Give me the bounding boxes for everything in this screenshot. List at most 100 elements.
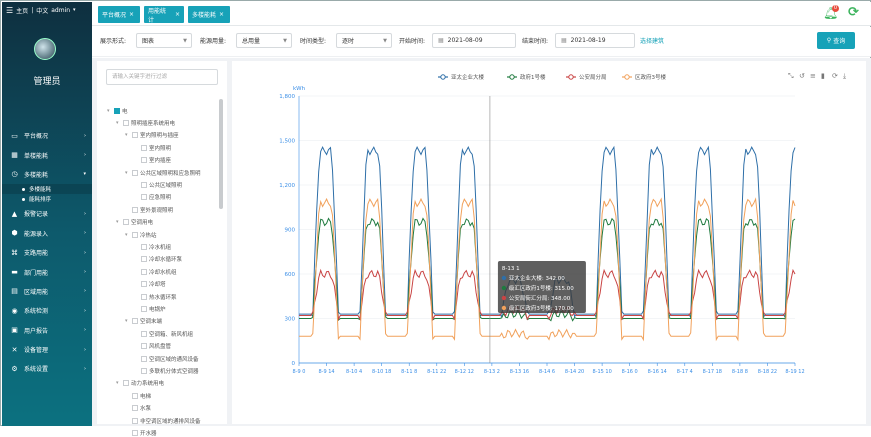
tree-node[interactable]: 电梯 — [125, 391, 151, 400]
checkbox[interactable] — [141, 343, 147, 350]
checkbox[interactable] — [132, 405, 138, 412]
legend-label[interactable]: 公安局分局 — [579, 73, 607, 81]
checkbox[interactable] — [141, 330, 147, 337]
close-icon[interactable]: × — [174, 11, 180, 18]
end-date-input[interactable]: ▦ 2021-08-19 — [555, 33, 635, 48]
display-mode-select[interactable]: 图表 ▼ — [136, 33, 192, 48]
caret-down-icon[interactable]: ▾ — [116, 119, 119, 126]
tree-node[interactable]: ▾ 冷热站 — [125, 231, 157, 239]
legend-label[interactable]: 区政府3号楼 — [635, 73, 666, 81]
checkbox[interactable] — [141, 181, 147, 188]
language-link[interactable]: 中文 — [36, 7, 49, 15]
checkbox[interactable] — [123, 380, 129, 387]
legend-label[interactable]: 亚太企业大楼 — [451, 73, 485, 81]
checkbox[interactable] — [141, 194, 147, 201]
zoom-icon[interactable]: ⤡ — [788, 72, 794, 80]
sidebar-item[interactable]: ▬ 部门用能 › — [11, 268, 86, 277]
checkbox[interactable] — [132, 169, 138, 176]
checkbox[interactable] — [114, 107, 120, 114]
sidebar-subitem[interactable]: 多楼能耗 — [2, 184, 92, 195]
query-button[interactable]: ⚲ 查询 — [817, 32, 855, 49]
tree-node[interactable]: 风机盘管 — [134, 342, 171, 351]
select-buildings-link[interactable]: 选择建筑 — [640, 38, 665, 45]
line-type-icon[interactable]: ≡ — [810, 72, 816, 80]
tree-node[interactable]: ▾ 空调末端 — [125, 318, 163, 326]
checkbox[interactable] — [141, 355, 147, 362]
refresh-icon[interactable]: ⟳ — [848, 5, 859, 20]
caret-down-icon[interactable]: ▾ — [107, 107, 110, 114]
checkbox[interactable] — [132, 231, 138, 238]
sidebar-subitem[interactable]: 能耗排序 — [2, 194, 92, 204]
checkbox[interactable] — [132, 206, 138, 213]
sidebar-item[interactable]: ▦ 单楼能耗 › — [11, 151, 86, 160]
checkbox[interactable] — [141, 293, 147, 300]
avatar[interactable] — [34, 38, 56, 60]
sidebar-item[interactable]: ◷ 多楼能耗 ▾ — [11, 170, 86, 179]
tree-node[interactable]: ▾ 电 — [107, 107, 128, 115]
sidebar-item[interactable]: ⚙ 系统设置 › — [11, 364, 86, 374]
restore-icon[interactable]: ⟳ — [832, 72, 838, 80]
caret-down-icon[interactable]: ▾ — [125, 318, 128, 325]
tree-node[interactable]: 冷却水机组 — [134, 267, 177, 276]
tree-node[interactable]: 冷却塔 — [134, 280, 166, 289]
caret-down-icon[interactable]: ▾ — [116, 219, 119, 226]
time-type-select[interactable]: 逐时 ▼ — [336, 33, 392, 48]
checkbox[interactable] — [132, 417, 138, 424]
checkbox[interactable] — [132, 132, 138, 139]
tree-node[interactable]: 热水循环泵 — [134, 292, 177, 301]
energy-usage-select[interactable]: 总用量 ▼ — [236, 33, 292, 48]
legend-label[interactable]: 政府1号楼 — [520, 73, 546, 81]
tree-node[interactable]: 空调箱、新风机组 — [134, 329, 193, 338]
start-date-input[interactable]: ▦ 2021-08-09 — [432, 33, 516, 48]
checkbox[interactable] — [141, 305, 147, 312]
checkbox[interactable] — [132, 392, 138, 399]
sidebar-item[interactable]: ⌘ 支路用能 › — [11, 248, 86, 258]
tree-node[interactable]: 室外景观照明 — [125, 205, 173, 214]
tab-energy-stats[interactable]: 用能统计 × — [144, 6, 184, 24]
tree-node[interactable]: ▾ 动力系统用电 — [116, 380, 165, 388]
tree-node[interactable]: 电锅炉 — [134, 304, 166, 313]
checkbox[interactable] — [141, 256, 147, 263]
tree-node[interactable]: 室内照明 — [134, 143, 171, 152]
tree-scrollbar[interactable] — [219, 99, 223, 209]
sidebar-item[interactable]: ▲ 报警记录 › — [11, 209, 86, 219]
bar-type-icon[interactable]: ▮ — [821, 72, 825, 80]
zoom-reset-icon[interactable]: ↺ — [799, 72, 805, 80]
download-icon[interactable]: ⤓ — [843, 72, 846, 80]
caret-down-icon[interactable]: ▾ — [125, 169, 128, 176]
close-icon[interactable]: × — [219, 11, 225, 18]
tree-node[interactable]: 应急照明 — [134, 193, 171, 202]
tree-node[interactable]: 冷水机组 — [134, 242, 171, 251]
tree-node[interactable]: ▾ 空调用电 — [116, 219, 154, 227]
sidebar-item[interactable]: ⬢ 能源录入 › — [11, 229, 86, 238]
tree-node[interactable]: 公共区域照明 — [134, 180, 182, 189]
checkbox[interactable] — [123, 119, 129, 126]
checkbox[interactable] — [141, 144, 147, 151]
sidebar-item[interactable]: ▭ 平台概况 › — [11, 131, 86, 141]
tree-node[interactable]: 非空调区域的通排风设备 — [125, 416, 201, 425]
tree-node[interactable]: 水泵 — [125, 404, 151, 413]
caret-down-icon[interactable]: ▾ — [125, 132, 128, 139]
checkbox[interactable] — [141, 157, 147, 164]
sidebar-item[interactable]: ▤ 区域用能 › — [11, 287, 86, 296]
caret-down-icon[interactable]: ▾ — [125, 231, 128, 238]
sidebar-item[interactable]: ◉ 系统检测 › — [11, 306, 86, 316]
checkbox[interactable] — [123, 219, 129, 226]
tree-node[interactable]: 冷却水循环泵 — [134, 255, 182, 264]
checkbox[interactable] — [141, 243, 147, 250]
checkbox[interactable] — [141, 281, 147, 288]
checkbox[interactable] — [132, 429, 138, 436]
checkbox[interactable] — [141, 268, 147, 275]
home-link[interactable]: 主页 — [16, 7, 29, 15]
checkbox[interactable] — [132, 318, 138, 325]
tree-node[interactable]: ▾ 室内照明与插座 — [125, 132, 179, 140]
tab-multi-building[interactable]: 多楼能耗 × — [188, 6, 230, 23]
sidebar-item[interactable]: ▣ 用户报告 › — [11, 326, 86, 335]
tab-platform-overview[interactable]: 平台概况 × — [98, 6, 140, 23]
tree-node[interactable]: 室内插座 — [134, 156, 171, 165]
tree-node[interactable]: ▾ 公共区域照明和应急照明 — [125, 169, 201, 177]
checkbox[interactable] — [141, 367, 147, 374]
tree-node[interactable]: 开水器 — [125, 428, 157, 437]
tree-node[interactable]: 空调区域的通风设备 — [134, 354, 199, 363]
sidebar-item[interactable]: ✕ 设备管理 › — [11, 345, 86, 355]
